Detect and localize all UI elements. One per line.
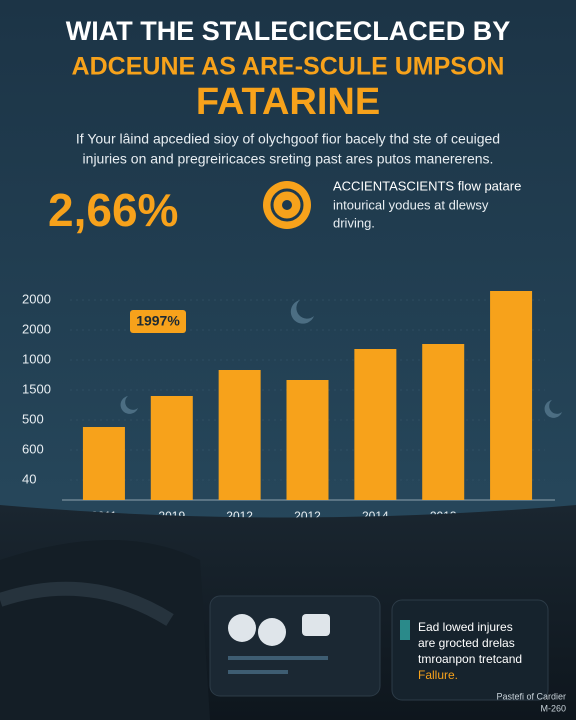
screen-text: are grocted drelas <box>418 636 515 650</box>
moon <box>544 400 562 418</box>
bar <box>150 396 193 500</box>
title-line: FATARINE <box>196 81 380 123</box>
bar <box>422 344 465 500</box>
annotation: 1997% <box>136 313 180 329</box>
screen-text: tmroanpon tretcand <box>418 652 522 666</box>
annotation-box <box>130 310 186 333</box>
stat-icon <box>263 181 311 229</box>
stat-value: 2,66% <box>48 184 178 236</box>
screen-text: Ead lowed injures <box>418 620 513 634</box>
footer: Pastefi of Cardier <box>496 691 566 701</box>
title-line: ADCEUNE AS ARE-SCULE UMPSON <box>72 53 505 81</box>
y-tick-label: 500 <box>22 411 44 426</box>
y-tick-label: 2000 <box>22 321 51 336</box>
y-tick-label: 1000 <box>22 351 51 366</box>
y-tick-label: 2000 <box>22 291 51 306</box>
screen-text: Fallure. <box>418 668 458 682</box>
footer: M-260 <box>540 703 566 713</box>
moon <box>120 396 138 414</box>
bar <box>82 427 125 500</box>
y-tick-label: 600 <box>22 441 44 456</box>
y-tick-label: 1500 <box>22 381 51 396</box>
bar <box>354 349 397 500</box>
stat-text: ACCIENTASCIENTS flow patare <box>333 178 521 193</box>
description: If Your lâind apcedied sioy of olychgoof… <box>76 131 500 147</box>
bar <box>218 370 261 500</box>
moon <box>290 300 314 324</box>
title-line: WIAT THE STALECICECLACED BY <box>66 16 511 46</box>
bar <box>286 380 329 500</box>
dashboard <box>0 505 576 720</box>
bar <box>490 291 533 500</box>
y-tick-label: 40 <box>22 471 36 486</box>
stat-text: intourical yodues at dlewsy <box>333 197 489 212</box>
description: injuries on and pregreiricaces sreting p… <box>83 151 494 167</box>
stat-text: driving. <box>333 215 375 230</box>
